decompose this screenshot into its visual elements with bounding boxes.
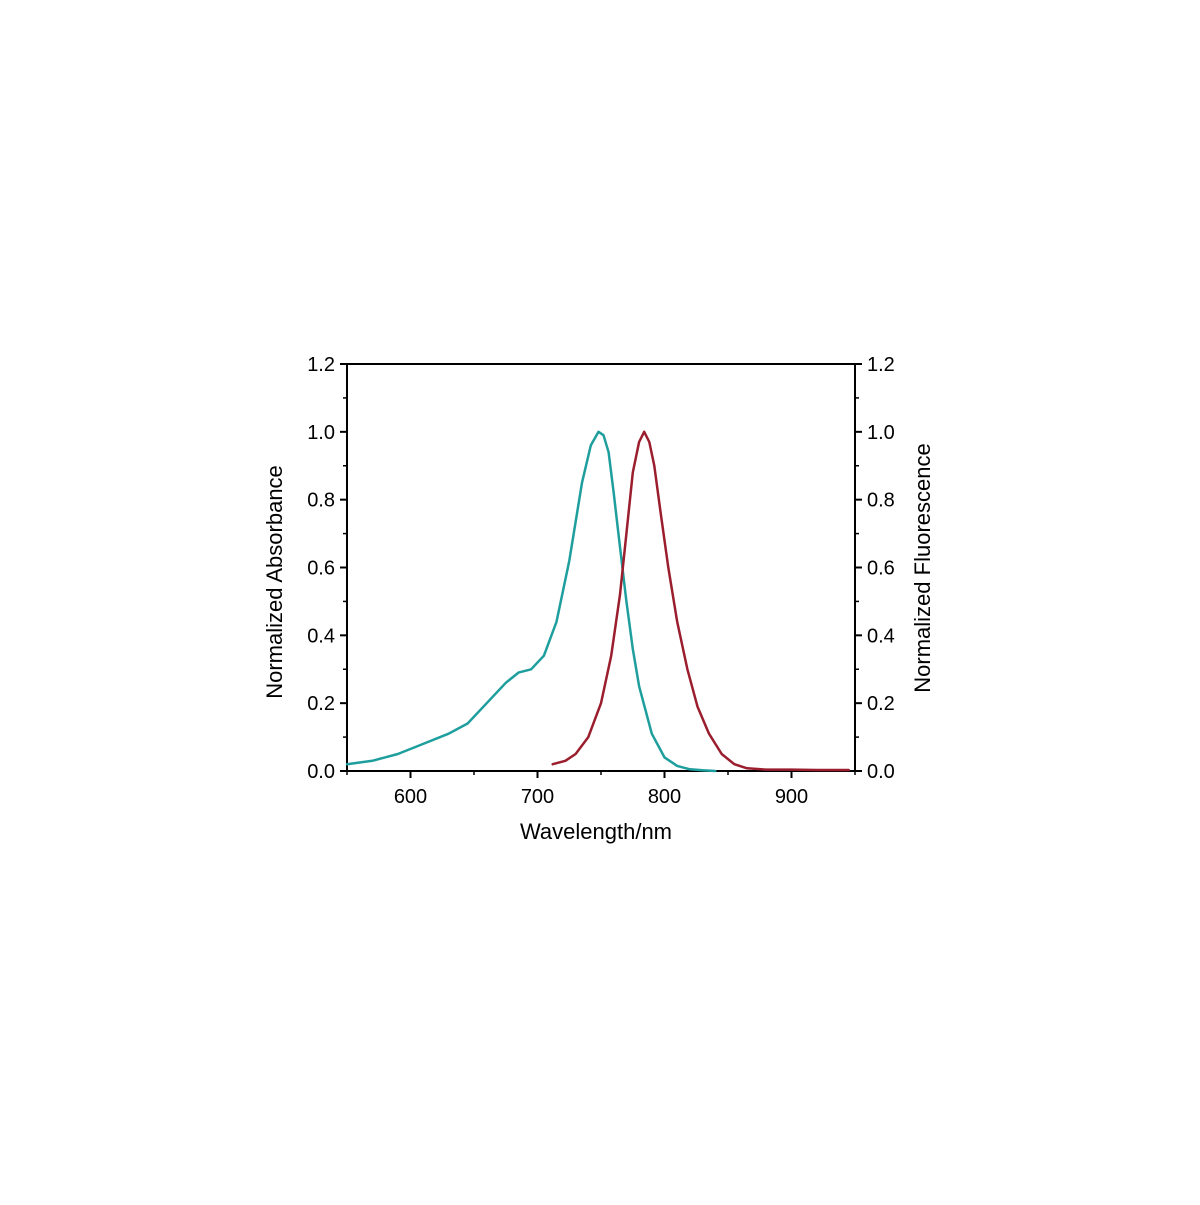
x-tick-label-700: 700	[521, 786, 554, 808]
fluorescence-series-line	[551, 430, 850, 772]
absorbance-series-line	[345, 430, 717, 773]
x-tick-label-800: 800	[648, 786, 681, 808]
ticks-layer: 600 700 800 900 0.0 0.0 0.2 0.2 0.4 0.4 0.6 0.6 0.8 0…	[307, 354, 895, 808]
plot-frame	[346, 363, 856, 772]
y-right-tick-label-0.2: 0.2	[867, 693, 895, 715]
y-left-tick-label-0.4: 0.4	[307, 625, 335, 647]
y-left-tick-label-0.2: 0.2	[307, 693, 335, 715]
y-axis-left-title: Normalized Absorbance	[262, 465, 287, 699]
y-left-tick-label-0.8: 0.8	[307, 490, 335, 512]
y-right-tick-label-1.2: 1.2	[867, 354, 895, 376]
y-left-tick-label-1.0: 1.0	[307, 422, 335, 444]
series-layer	[345, 430, 850, 773]
y-right-tick-label-0.4: 0.4	[867, 625, 895, 647]
y-left-tick-label-1.2: 1.2	[307, 354, 335, 376]
y-left-tick-label-0.0: 0.0	[307, 761, 335, 783]
x-tick-label-900: 900	[775, 786, 808, 808]
y-right-tick-label-0.6: 0.6	[867, 558, 895, 580]
y-axis-right-title: Normalized Fluorescence	[910, 443, 935, 692]
x-tick-label-600: 600	[394, 786, 427, 808]
y-right-tick-label-1.0: 1.0	[867, 422, 895, 444]
y-right-tick-label-0.0: 0.0	[867, 761, 895, 783]
y-right-tick-label-0.8: 0.8	[867, 490, 895, 512]
y-left-tick-label-0.6: 0.6	[307, 558, 335, 580]
x-axis-title: Wavelength/nm	[520, 819, 672, 844]
